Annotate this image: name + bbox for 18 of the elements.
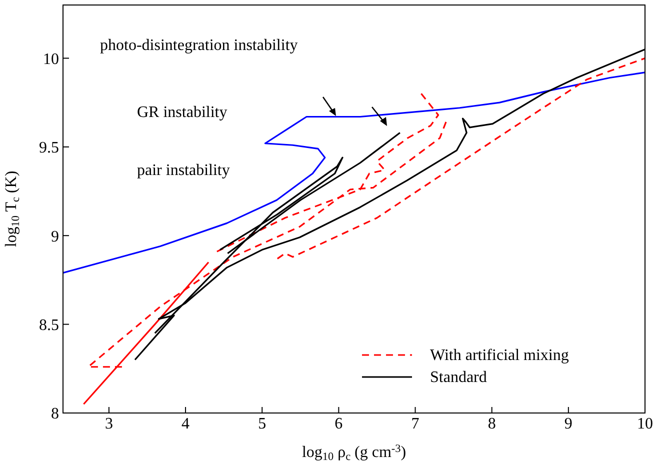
y-tick-label: 9 [51, 228, 59, 246]
x-tick-label: 9 [564, 415, 572, 432]
y-tick-label: 8.5 [39, 316, 59, 334]
x-tick-label: 5 [258, 415, 266, 432]
x-tick-label: 10 [637, 415, 653, 432]
annotation: photo-disintegration instability [100, 37, 298, 54]
y-tick-label: 10 [43, 50, 59, 68]
annotation: pair instability [137, 162, 230, 179]
x-tick-label: 3 [104, 415, 113, 432]
y-tick-label: 9.5 [39, 140, 59, 157]
x-tick-label: 7 [411, 415, 420, 432]
x-tick-label: 6 [334, 415, 343, 432]
legend-label: With artificial mixing [430, 347, 569, 364]
x-axis-title: log$_{10}$ ρ$_{c}$ (g cm$^{-3}$) [302, 442, 406, 464]
legend-label: Standard [430, 369, 487, 386]
x-tick-label: 4 [182, 415, 190, 432]
annotation: GR instability [137, 104, 228, 121]
x-tick-label: 8 [488, 415, 496, 432]
